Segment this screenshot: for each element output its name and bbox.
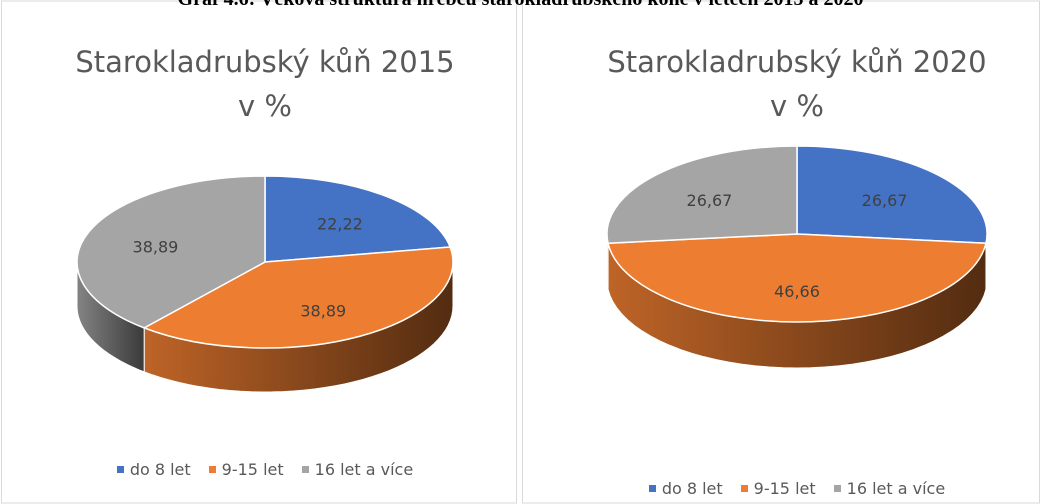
slice xyxy=(607,233,987,323)
caption: Graf 4.6: Věková struktura hřebců starok… xyxy=(0,0,1041,11)
legend-label: do 8 let xyxy=(129,460,191,479)
legend-label: 16 let a více xyxy=(846,479,946,498)
chart-title: Starokladrubský kůň 2020 v % xyxy=(607,45,987,123)
data-label: 26,67 xyxy=(687,191,733,210)
legend: do 8 let 9-15 let 16 let a více xyxy=(547,479,1041,498)
legend-item: 9-15 let xyxy=(208,460,284,479)
data-label: 38,89 xyxy=(133,237,179,256)
legend-label: 9-15 let xyxy=(221,460,284,479)
legend-swatch xyxy=(208,466,216,473)
legend-item: 16 let a více xyxy=(833,479,946,498)
legend-label: do 8 let xyxy=(661,479,723,498)
legend: do 8 let 9-15 let 16 let a více xyxy=(15,460,515,479)
slice xyxy=(142,246,454,349)
panel xyxy=(522,0,1040,504)
data-label: 46,66 xyxy=(774,282,820,301)
legend-item: do 8 let xyxy=(116,460,191,479)
data-label: 26,67 xyxy=(862,191,908,210)
legend-swatch xyxy=(648,485,656,492)
legend-label: 16 let a více xyxy=(314,460,414,479)
legend-swatch xyxy=(740,485,748,492)
slice xyxy=(264,175,452,263)
legend-swatch xyxy=(116,466,124,473)
slice xyxy=(796,145,988,244)
legend-swatch xyxy=(833,485,841,492)
chart-title: Starokladrubský kůň 2015 v % xyxy=(75,45,455,123)
legend-item: do 8 let xyxy=(648,479,723,498)
panel xyxy=(1,0,517,504)
legend-label: 9-15 let xyxy=(753,479,816,498)
legend-swatch xyxy=(301,466,309,473)
legend-item: 16 let a více xyxy=(301,460,414,479)
legend-item: 9-15 let xyxy=(740,479,816,498)
slice xyxy=(76,175,266,329)
data-label: 38,89 xyxy=(300,302,346,321)
slice xyxy=(606,145,798,244)
data-label: 22,22 xyxy=(317,215,363,234)
